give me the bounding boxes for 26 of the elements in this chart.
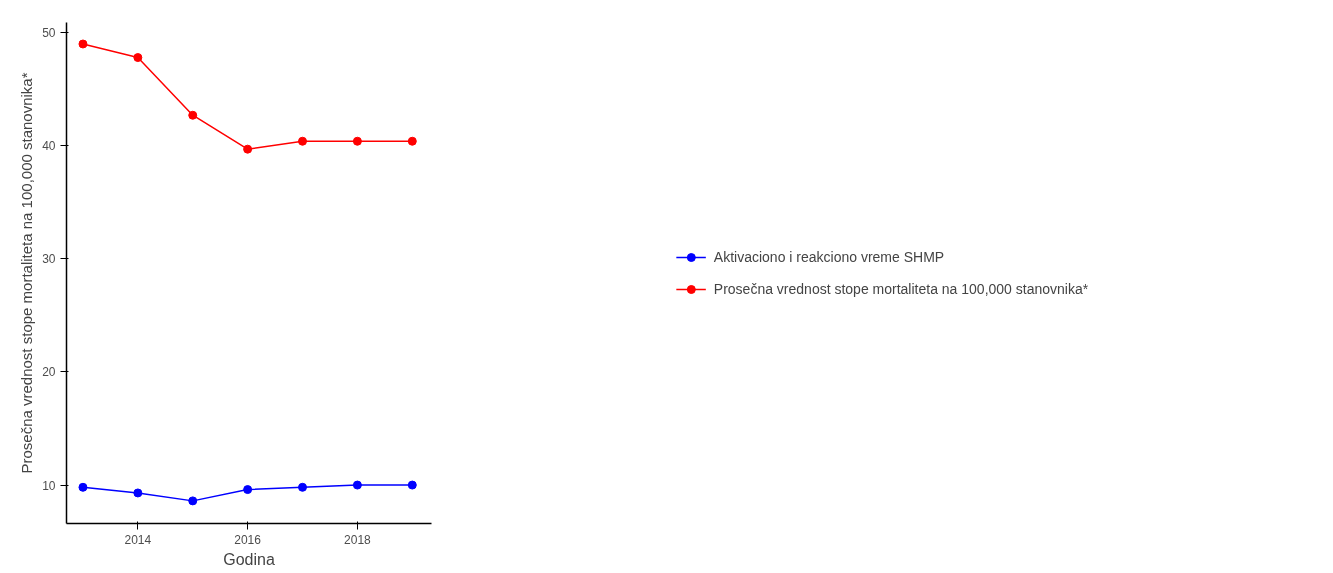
- point: [78, 482, 88, 492]
- point: [298, 136, 308, 146]
- y-tick-label: 40: [42, 139, 56, 154]
- point: [298, 482, 308, 492]
- point: [133, 488, 143, 498]
- point: [407, 136, 417, 146]
- point: [188, 496, 198, 506]
- point: [243, 485, 253, 495]
- point: [243, 144, 253, 154]
- y-tick-label: 30: [42, 252, 56, 267]
- point: [78, 39, 88, 49]
- point: [352, 480, 362, 490]
- y-tick-label: 50: [42, 26, 56, 41]
- x-axis-title: Godina: [223, 550, 275, 568]
- x-tick-label: 2018: [344, 532, 372, 547]
- point: [352, 136, 362, 146]
- y-axis-title: Prosečna vrednost stope mortaliteta na 100,000 stanovnika*: [18, 72, 36, 474]
- point: [188, 110, 198, 120]
- x-tick-label: 2014: [124, 532, 152, 547]
- legend-label: Aktivaciono i reakciono vreme SHMP: [713, 248, 945, 265]
- x-tick-label: 2016: [234, 532, 262, 547]
- y-tick-label: 20: [42, 365, 56, 380]
- legend-label: Prosečna vrednost stope mortaliteta na 100,000 stanovnika*: [713, 280, 1089, 297]
- point: [133, 53, 143, 63]
- point: [407, 480, 417, 490]
- y-tick-label: 10: [42, 478, 56, 493]
